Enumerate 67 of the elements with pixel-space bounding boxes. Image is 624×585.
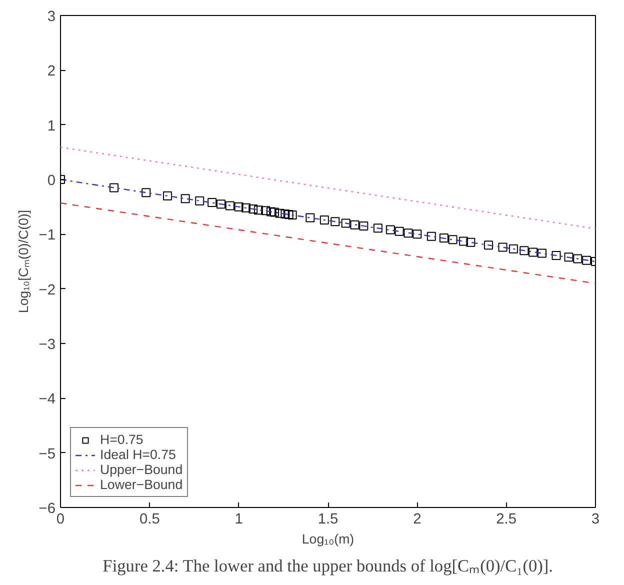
point bbox=[266, 207, 276, 216]
point bbox=[582, 256, 592, 265]
y-axis-title: Log₁₀[Cₘ(0)/C(0)] bbox=[16, 210, 31, 314]
point bbox=[110, 183, 118, 192]
point bbox=[216, 200, 226, 209]
x-axis-title: Log₁₀(m) bbox=[302, 532, 354, 546]
point bbox=[439, 233, 448, 242]
point bbox=[404, 228, 413, 238]
point bbox=[448, 235, 458, 244]
point bbox=[195, 196, 204, 206]
point bbox=[552, 250, 561, 260]
point bbox=[142, 188, 151, 198]
point bbox=[225, 201, 234, 210]
point bbox=[412, 230, 422, 239]
point bbox=[330, 217, 340, 226]
y-tick-label: 0 bbox=[47, 173, 56, 189]
y-tick-label: −6 bbox=[38, 501, 56, 517]
y-tick-label: −5 bbox=[38, 446, 56, 462]
y-tick-label: −1 bbox=[38, 228, 56, 244]
point bbox=[386, 225, 395, 234]
x-tick-label: 0.5 bbox=[139, 512, 160, 528]
point bbox=[426, 232, 436, 241]
point bbox=[394, 226, 404, 236]
point bbox=[320, 215, 329, 224]
x-tick-label: 1 bbox=[234, 512, 243, 528]
point bbox=[538, 248, 546, 258]
point bbox=[248, 204, 258, 214]
point bbox=[350, 220, 360, 230]
point bbox=[359, 221, 368, 230]
point bbox=[241, 203, 250, 212]
point bbox=[254, 206, 263, 215]
legend-label: H=0.75 bbox=[100, 432, 144, 447]
point bbox=[498, 242, 508, 252]
point bbox=[163, 191, 172, 200]
y-tick-label: 1 bbox=[47, 118, 56, 134]
x-tick-label: 1.5 bbox=[318, 512, 338, 528]
legend-label: Ideal H=0.75 bbox=[100, 447, 176, 462]
y-tick-label: −4 bbox=[38, 392, 56, 408]
point bbox=[341, 218, 350, 228]
x-tick-label: 3 bbox=[591, 512, 600, 528]
point bbox=[261, 206, 270, 216]
y-tick-label: 3 bbox=[47, 9, 56, 25]
point bbox=[573, 254, 582, 264]
point bbox=[288, 210, 297, 220]
y-tick-label: −3 bbox=[38, 337, 56, 353]
point bbox=[234, 202, 244, 212]
point bbox=[270, 208, 279, 217]
point bbox=[180, 194, 190, 204]
point bbox=[275, 208, 284, 218]
point bbox=[528, 248, 538, 257]
x-tick-label: 2 bbox=[413, 512, 422, 528]
point bbox=[280, 209, 290, 218]
caption: Figure 2.4: The lower and the upper bounds of log[Cₘ(0)/C₁(0)]. bbox=[102, 556, 554, 576]
point bbox=[208, 198, 217, 207]
x-tick-label: 2.5 bbox=[496, 512, 517, 528]
legend-label: Lower−Bound bbox=[100, 477, 183, 492]
point bbox=[520, 246, 529, 256]
y-tick-label: −2 bbox=[38, 282, 56, 298]
point bbox=[484, 240, 493, 250]
legend-label: Upper−Bound bbox=[100, 462, 183, 477]
point bbox=[466, 238, 476, 247]
point bbox=[306, 213, 315, 222]
y-tick-label: 2 bbox=[47, 64, 56, 80]
point bbox=[508, 244, 518, 254]
point bbox=[459, 236, 468, 246]
point bbox=[564, 252, 574, 262]
point bbox=[373, 224, 382, 233]
